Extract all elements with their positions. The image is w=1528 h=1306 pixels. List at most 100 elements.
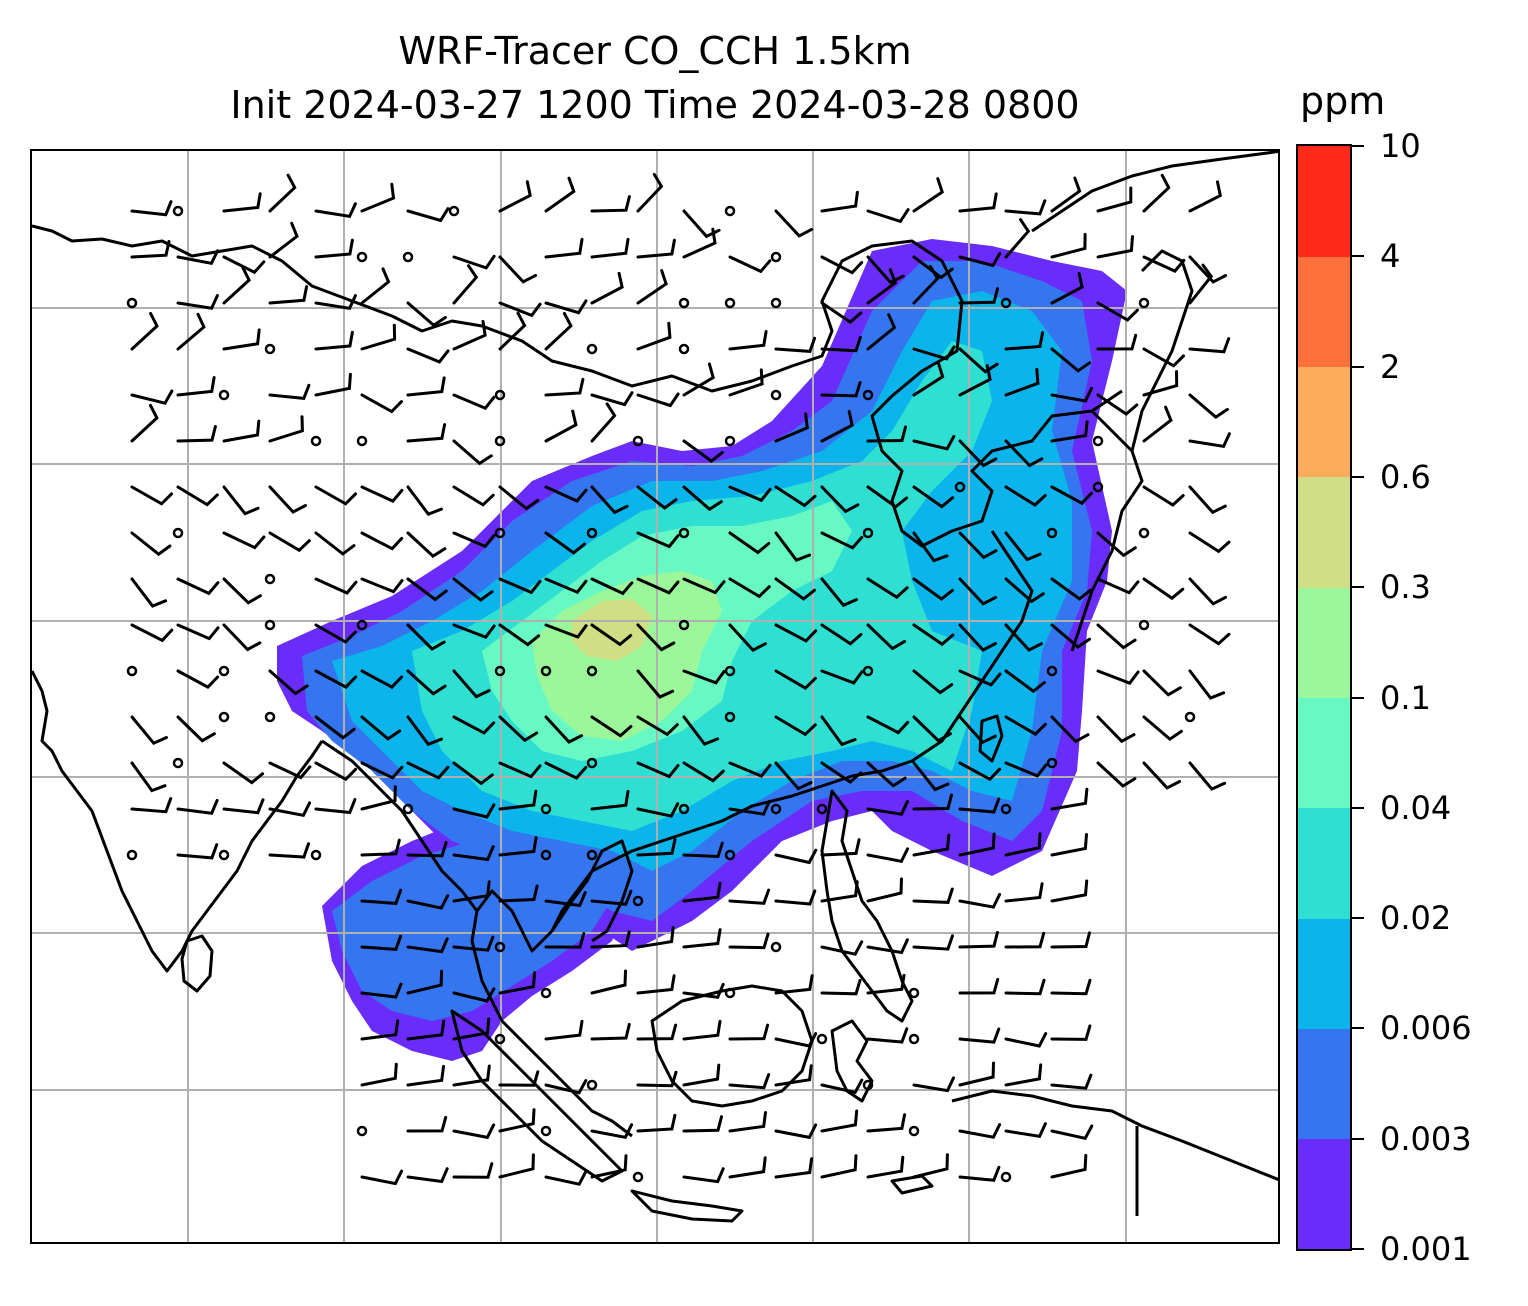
wind-barb xyxy=(314,715,356,740)
wind-barb xyxy=(636,974,676,995)
wind-barb xyxy=(544,531,586,555)
wind-barb xyxy=(452,577,494,602)
calm-wind-marker xyxy=(816,803,828,815)
calm-wind-marker xyxy=(678,527,690,539)
calm-wind-marker xyxy=(494,435,506,447)
wind-barb xyxy=(682,1167,725,1184)
calm-wind-marker xyxy=(724,849,736,861)
wind-barb xyxy=(682,577,726,595)
wind-barb xyxy=(1050,1153,1088,1179)
wind-barb xyxy=(912,361,945,397)
wind-barb xyxy=(222,192,262,213)
calm-wind-marker xyxy=(632,1171,644,1183)
wind-barb xyxy=(1096,715,1136,744)
wind-barb xyxy=(406,301,447,328)
wind-barb xyxy=(544,485,588,503)
wind-barb xyxy=(590,485,629,515)
wind-barb xyxy=(1004,218,1031,259)
wind-barb xyxy=(452,485,495,507)
wind-barb xyxy=(452,845,495,862)
wind-barb xyxy=(1096,186,1133,213)
wind-barb xyxy=(1188,337,1231,354)
wind-barb xyxy=(866,847,910,863)
wind-barb xyxy=(406,969,444,995)
calm-wind-marker xyxy=(540,803,552,815)
colorbar-segment xyxy=(1298,256,1350,368)
calm-wind-marker xyxy=(540,1125,552,1137)
wind-barb xyxy=(820,335,862,353)
calm-wind-marker xyxy=(1138,619,1150,631)
wind-barb xyxy=(1050,931,1091,949)
wind-barb xyxy=(314,238,354,259)
calm-wind-marker xyxy=(356,251,368,263)
wind-barb xyxy=(1004,1032,1048,1048)
wind-barb xyxy=(406,1064,445,1087)
wind-barb xyxy=(682,439,724,463)
wind-barb xyxy=(912,761,950,792)
wind-barb xyxy=(1142,577,1185,601)
calm-wind-marker xyxy=(494,1033,506,1045)
wind-barb xyxy=(866,1027,909,1044)
wind-barb xyxy=(406,1167,449,1184)
colorbar-tick-mark xyxy=(1352,475,1364,478)
wind-barb xyxy=(958,669,1002,687)
wind-barb xyxy=(1142,255,1186,273)
wind-barb xyxy=(452,669,491,699)
wind-barb xyxy=(820,301,863,324)
wind-barb xyxy=(406,669,447,696)
wind-barb xyxy=(958,287,999,305)
calm-wind-marker xyxy=(310,435,322,447)
wind-barb xyxy=(774,848,818,865)
wind-barb xyxy=(590,969,627,995)
calm-wind-marker xyxy=(1046,665,1058,677)
colorbar xyxy=(1296,144,1352,1251)
wind-barb xyxy=(728,1156,767,1179)
wind-barb xyxy=(268,761,312,780)
calm-wind-marker xyxy=(402,803,414,815)
calm-wind-marker xyxy=(1046,757,1058,769)
wind-barb xyxy=(314,485,357,506)
wind-barb xyxy=(544,176,576,213)
wind-barb xyxy=(360,669,404,689)
colorbar-unit-label: ppm xyxy=(1300,79,1386,123)
wind-barb xyxy=(314,372,352,397)
wind-barb xyxy=(314,761,358,782)
calm-wind-marker xyxy=(126,297,138,309)
wind-barb xyxy=(636,926,675,949)
wind-barb xyxy=(636,802,680,818)
wind-barb xyxy=(774,485,817,508)
wind-barb xyxy=(774,889,817,906)
calm-wind-marker xyxy=(678,619,690,631)
wind-barb xyxy=(452,623,496,640)
wind-barb xyxy=(866,485,909,509)
wind-barb xyxy=(268,415,304,443)
wind-barb xyxy=(1004,1063,1043,1087)
coast-borneo xyxy=(650,984,814,1108)
wind-barb xyxy=(728,255,772,274)
wind-barb xyxy=(590,271,624,305)
wind-barb xyxy=(176,577,220,596)
wind-barb xyxy=(452,393,496,411)
wind-barb xyxy=(912,887,954,904)
calm-wind-marker xyxy=(172,205,184,217)
wind-barb xyxy=(958,931,999,949)
wind-barb xyxy=(912,345,956,361)
wind-barb xyxy=(360,785,397,811)
wind-barb xyxy=(360,485,404,503)
calm-wind-marker xyxy=(770,251,782,263)
colorbar-segment xyxy=(1298,918,1350,1029)
wind-barb xyxy=(360,323,397,351)
wind-barb xyxy=(1096,669,1140,686)
wind-barb xyxy=(452,880,491,903)
wind-barb xyxy=(268,801,312,817)
wind-barb xyxy=(958,1165,1001,1182)
coast-new-guinea xyxy=(951,1089,1278,1182)
wind-barb xyxy=(820,190,859,213)
wind-barb xyxy=(176,843,219,860)
colorbar-tick-label: 0.001 xyxy=(1380,1230,1472,1268)
wind-barb xyxy=(682,761,725,783)
wind-barb xyxy=(1050,787,1089,811)
wind-barb xyxy=(222,328,261,351)
colorbar-tick-label: 4 xyxy=(1380,237,1401,276)
wind-barb xyxy=(1188,263,1214,305)
